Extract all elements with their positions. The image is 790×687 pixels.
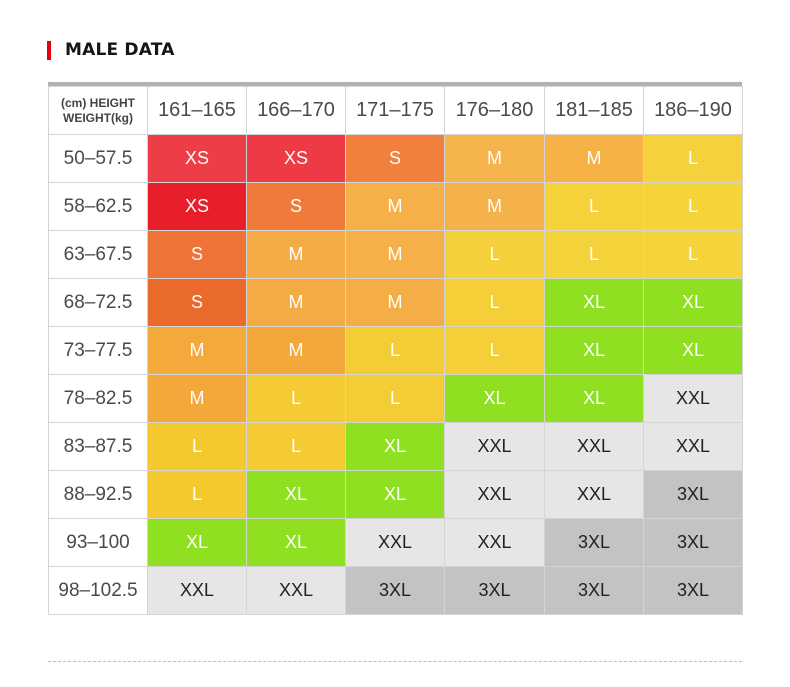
size-cell: L [246, 374, 346, 423]
height-header: 176–180 [444, 86, 545, 135]
size-cell: L [444, 230, 545, 279]
weight-header: 50–57.5 [48, 134, 148, 183]
size-cell: XL [544, 326, 644, 375]
weight-header: 58–62.5 [48, 182, 148, 231]
size-cell: M [444, 134, 545, 183]
section-header: MALE DATA [47, 40, 175, 60]
size-cell: XL [345, 470, 445, 519]
size-cell: XL [345, 422, 445, 471]
size-cell: M [444, 182, 545, 231]
size-cell: L [444, 326, 545, 375]
table-row: 78–82.5 M L L XL XL XXL [48, 374, 743, 423]
weight-header: 93–100 [48, 518, 148, 567]
table-row: 93–100 XL XL XXL XXL 3XL 3XL [48, 518, 743, 567]
weight-header: 83–87.5 [48, 422, 148, 471]
table-row: 68–72.5 S M M L XL XL [48, 278, 743, 327]
size-cell: M [246, 326, 346, 375]
size-cell: M [345, 182, 445, 231]
weight-header: 73–77.5 [48, 326, 148, 375]
size-cell: XL [643, 326, 743, 375]
size-cell: L [643, 134, 743, 183]
size-cell: S [147, 278, 247, 327]
size-cell: L [246, 422, 346, 471]
size-cell: XXL [444, 422, 545, 471]
size-cell: 3XL [643, 566, 743, 615]
size-cell: XXL [246, 566, 346, 615]
size-cell: L [544, 230, 644, 279]
size-cell: 3XL [643, 518, 743, 567]
weight-header: 63–67.5 [48, 230, 148, 279]
corner-weight-label: WEIGHT(kg) [63, 110, 133, 125]
size-cell: XL [246, 470, 346, 519]
size-cell: XL [544, 278, 644, 327]
size-cell: XXL [147, 566, 247, 615]
size-cell: M [246, 230, 346, 279]
size-cell: 3XL [643, 470, 743, 519]
corner-header: (cm) HEIGHT WEIGHT(kg) [48, 86, 148, 135]
bottom-divider [48, 661, 742, 662]
size-cell: 3XL [345, 566, 445, 615]
top-divider [48, 82, 742, 86]
size-cell: L [345, 374, 445, 423]
size-cell: M [147, 326, 247, 375]
size-cell: XXL [444, 518, 545, 567]
size-cell: XXL [544, 422, 644, 471]
size-cell: L [147, 422, 247, 471]
size-cell: 3XL [544, 566, 644, 615]
size-cell: 3XL [544, 518, 644, 567]
size-cell: M [246, 278, 346, 327]
height-header: 181–185 [544, 86, 644, 135]
size-cell: L [544, 182, 644, 231]
size-cell: S [345, 134, 445, 183]
size-cell: M [345, 230, 445, 279]
table-row: 83–87.5 L L XL XXL XXL XXL [48, 422, 743, 471]
size-cell: XXL [444, 470, 545, 519]
size-cell: M [345, 278, 445, 327]
size-cell: XXL [643, 374, 743, 423]
corner-height-label: (cm) HEIGHT [60, 95, 135, 110]
size-cell: XXL [643, 422, 743, 471]
size-cell: L [643, 230, 743, 279]
table-row: 50–57.5 XS XS S M M L [48, 134, 743, 183]
size-cell: XL [246, 518, 346, 567]
height-header: 186–190 [643, 86, 743, 135]
header-row: (cm) HEIGHT WEIGHT(kg) 161–165 166–170 1… [48, 86, 743, 135]
accent-bar [47, 40, 51, 60]
weight-header: 98–102.5 [48, 566, 148, 615]
page-title: MALE DATA [65, 40, 175, 60]
size-cell: XL [444, 374, 545, 423]
weight-header: 68–72.5 [48, 278, 148, 327]
size-cell: S [246, 182, 346, 231]
size-cell: XS [147, 182, 247, 231]
table-row: 58–62.5 XS S M M L L [48, 182, 743, 231]
size-cell: XS [147, 134, 247, 183]
size-cell: 3XL [444, 566, 545, 615]
table-row: 63–67.5 S M M L L L [48, 230, 743, 279]
table-row: 88–92.5 L XL XL XXL XXL 3XL [48, 470, 743, 519]
size-cell: M [544, 134, 644, 183]
table-row: 73–77.5 M M L L XL XL [48, 326, 743, 375]
height-header: 171–175 [345, 86, 445, 135]
size-cell: M [147, 374, 247, 423]
size-cell: S [147, 230, 247, 279]
weight-header: 78–82.5 [48, 374, 148, 423]
size-cell: XL [544, 374, 644, 423]
size-cell: L [345, 326, 445, 375]
size-cell: XS [246, 134, 346, 183]
height-header: 166–170 [246, 86, 346, 135]
size-cell: L [444, 278, 545, 327]
size-cell: XXL [345, 518, 445, 567]
size-cell: XL [147, 518, 247, 567]
size-chart-table: (cm) HEIGHT WEIGHT(kg) 161–165 166–170 1… [48, 86, 743, 615]
table-row: 98–102.5 XXL XXL 3XL 3XL 3XL 3XL [48, 566, 743, 615]
height-header: 161–165 [147, 86, 247, 135]
size-cell: XL [643, 278, 743, 327]
size-cell: XXL [544, 470, 644, 519]
size-cell: L [643, 182, 743, 231]
size-cell: L [147, 470, 247, 519]
weight-header: 88–92.5 [48, 470, 148, 519]
